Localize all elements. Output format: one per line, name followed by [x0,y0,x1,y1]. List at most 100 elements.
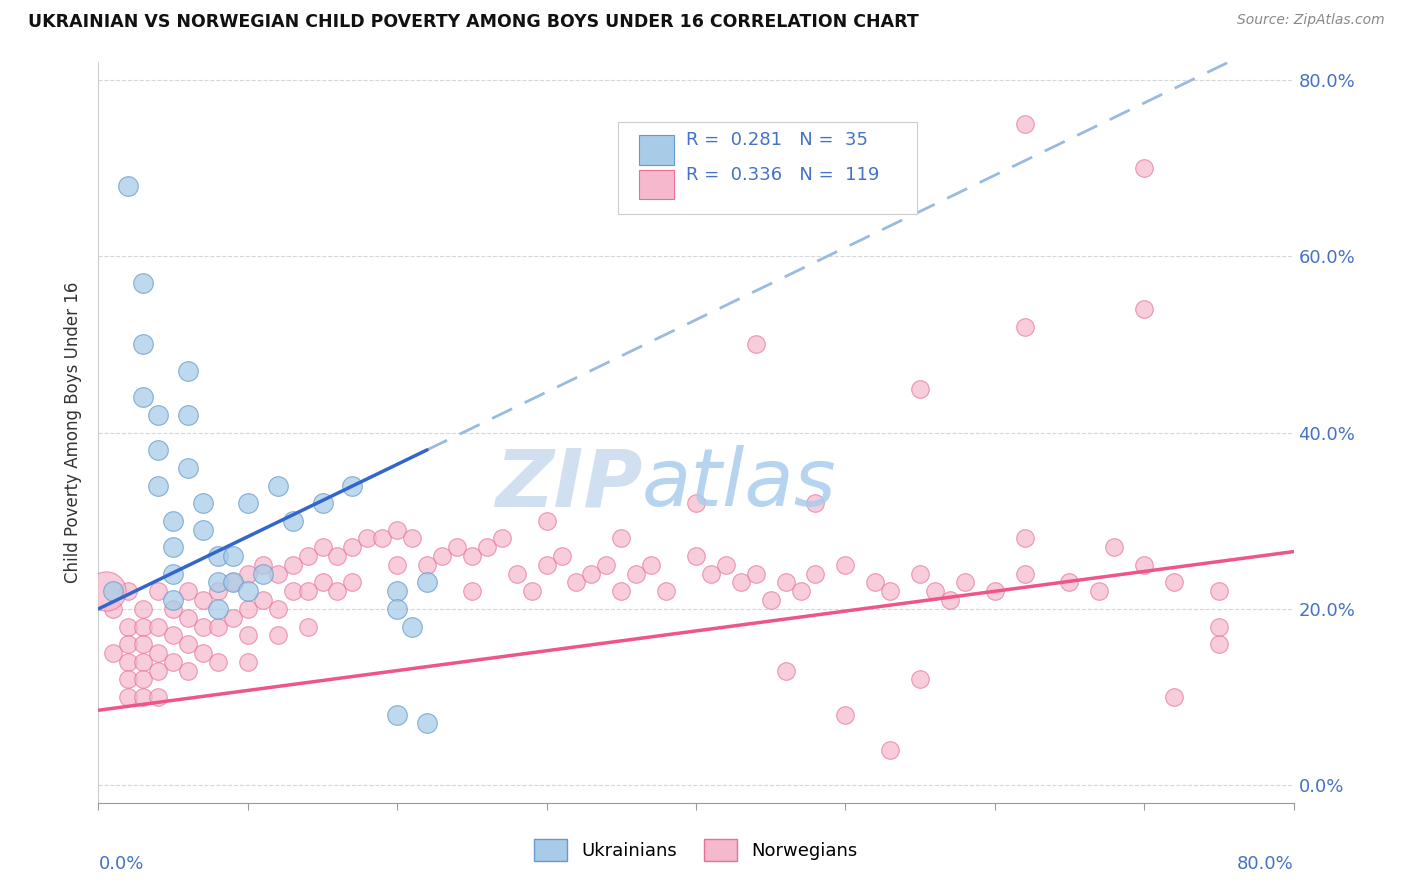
Text: UKRAINIAN VS NORWEGIAN CHILD POVERTY AMONG BOYS UNDER 16 CORRELATION CHART: UKRAINIAN VS NORWEGIAN CHILD POVERTY AMO… [28,13,920,31]
Point [342,540,364,554]
Point [281,514,304,528]
Point [1163,690,1185,704]
Y-axis label: Child Poverty Among Boys Under 16: Child Poverty Among Boys Under 16 [65,282,83,583]
Point [326,584,349,599]
Text: Source: ZipAtlas.com: Source: ZipAtlas.com [1237,13,1385,28]
Point [385,558,409,572]
Point [177,610,200,624]
Point [1163,575,1185,590]
Point [461,584,484,599]
Point [132,690,155,704]
Point [984,584,1007,599]
Point [236,496,259,510]
Point [117,690,139,704]
Point [191,496,214,510]
Point [401,532,423,546]
Point [924,584,946,599]
Point [446,540,468,554]
Point [865,575,887,590]
Point [177,664,200,678]
Point [685,549,707,563]
Point [117,655,139,669]
Point [236,584,259,599]
Point [148,443,170,458]
Point [267,566,290,581]
Point [342,478,364,492]
Point [177,408,200,422]
Point [148,619,170,633]
Point [775,664,797,678]
Point [281,558,304,572]
Point [222,610,245,624]
Point [536,558,558,572]
Point [162,566,184,581]
Point [385,707,409,722]
Text: R =  0.336   N =  119: R = 0.336 N = 119 [686,166,880,184]
Point [191,646,214,660]
Point [804,566,827,581]
Point [520,584,543,599]
Point [297,549,319,563]
Point [148,408,170,422]
Point [117,584,139,599]
Point [267,602,290,616]
Point [132,276,155,290]
Point [267,628,290,642]
Point [281,584,304,599]
Point [506,566,529,581]
Point [222,575,245,590]
Point [177,637,200,651]
Point [879,584,901,599]
Point [236,628,259,642]
Point [297,584,319,599]
Point [834,707,856,722]
Point [207,655,229,669]
Point [908,382,931,396]
Text: R =  0.281   N =  35: R = 0.281 N = 35 [686,131,869,149]
Point [908,566,931,581]
Point [222,575,245,590]
Point [326,549,349,563]
Point [236,566,259,581]
Point [148,478,170,492]
Point [385,523,409,537]
Point [430,549,453,563]
Text: atlas: atlas [643,445,837,524]
Point [132,673,155,687]
Point [222,549,245,563]
Point [132,655,155,669]
Point [371,532,394,546]
Point [775,575,797,590]
Point [1133,558,1156,572]
Point [1014,319,1036,334]
Point [117,673,139,687]
Point [416,716,439,731]
Point [385,584,409,599]
Point [834,558,856,572]
Point [207,584,229,599]
Point [550,549,572,563]
Point [148,646,170,660]
Point [162,602,184,616]
Point [595,558,617,572]
Point [207,575,229,590]
Point [685,496,707,510]
Point [1059,575,1081,590]
Point [1014,566,1036,581]
Point [103,602,125,616]
Point [759,593,782,607]
Point [132,619,155,633]
Point [789,584,811,599]
Point [1133,302,1156,317]
Point [745,566,768,581]
Point [117,619,139,633]
Point [1133,161,1156,176]
Point [536,514,558,528]
Point [908,673,931,687]
Point [416,558,439,572]
Point [311,496,333,510]
Point [730,575,752,590]
Point [342,575,364,590]
Point [491,532,513,546]
Point [252,558,274,572]
